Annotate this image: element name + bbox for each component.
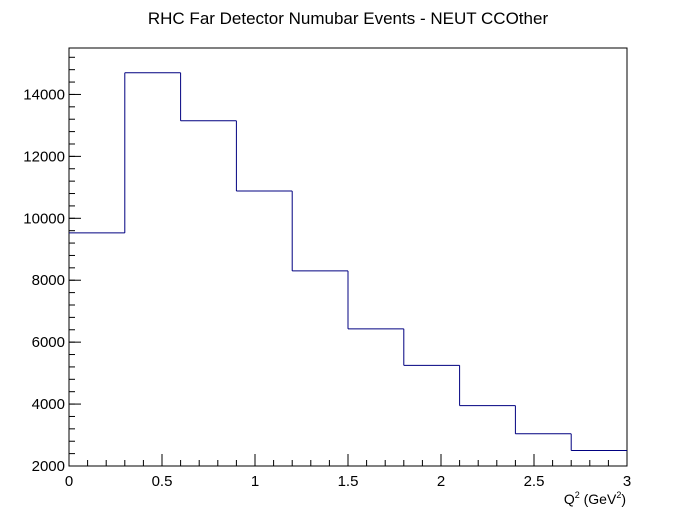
y-tick-label: 12000 xyxy=(23,148,65,165)
y-tick-label: 10000 xyxy=(23,210,65,227)
histogram-series xyxy=(69,72,627,452)
x-tick-label: 0.5 xyxy=(152,473,173,490)
plot-frame-border xyxy=(68,47,628,467)
y-tick-label: 8000 xyxy=(32,272,65,289)
x-tick-label: 1.5 xyxy=(338,473,359,490)
x-axis-label: Q2 (GeV2) xyxy=(564,490,626,507)
x-tick-label: 2 xyxy=(437,473,445,490)
y-tick-label: 14000 xyxy=(23,86,65,103)
axis-ticks xyxy=(68,56,628,467)
y-tick-label: 4000 xyxy=(32,396,65,413)
x-tick-label: 0 xyxy=(65,473,73,490)
x-tick-label: 1 xyxy=(251,473,259,490)
chart-title: RHC Far Detector Numubar Events - NEUT C… xyxy=(148,9,549,28)
x-axis-label-sup2: 2 xyxy=(616,490,621,500)
x-axis-label-main: Q xyxy=(564,491,575,507)
x-axis-label-unit-open: (GeV xyxy=(580,491,617,507)
tick-labels: 0 0.5 1 1.5 2 2.5 3 2000 4000 6000 8000 10000 12000 1… xyxy=(23,86,631,490)
plot-frame xyxy=(68,47,628,467)
x-tick-label: 2.5 xyxy=(524,473,545,490)
x-axis-label-sup1: 2 xyxy=(575,490,580,500)
y-tick-label: 2000 xyxy=(32,458,65,475)
x-axis-label-unit-close: ) xyxy=(621,491,626,507)
y-tick-label: 6000 xyxy=(32,334,65,351)
x-tick-label: 3 xyxy=(623,473,631,490)
